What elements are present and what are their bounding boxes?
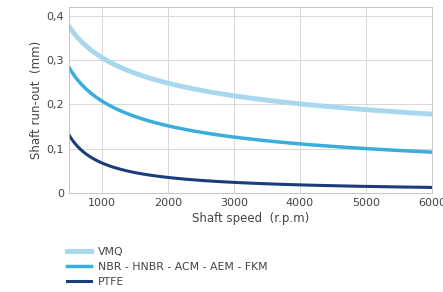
X-axis label: Shaft speed  (r.p.m): Shaft speed (r.p.m) <box>192 212 309 225</box>
Y-axis label: Shaft run-out  (mm): Shaft run-out (mm) <box>31 41 43 159</box>
Legend: VMQ, NBR - HNBR - ACM - AEM - FKM, PTFE: VMQ, NBR - HNBR - ACM - AEM - FKM, PTFE <box>67 247 268 286</box>
